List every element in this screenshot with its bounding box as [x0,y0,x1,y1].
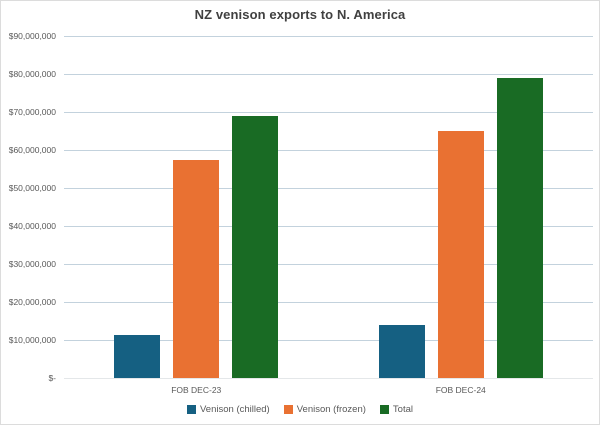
gridline [64,188,593,189]
y-tick-label: $30,000,000 [8,259,56,269]
y-tick-label: $10,000,000 [8,335,56,345]
chart-title: NZ venison exports to N. America [194,7,406,22]
bar-group [329,36,594,378]
gridline [64,302,593,303]
legend-swatch [187,405,196,414]
gridline [64,226,593,227]
bar [496,77,543,378]
plot-area [64,36,594,379]
legend-swatch [283,405,293,414]
gridline [64,36,593,37]
bar [173,159,220,378]
legend-item: Total [379,404,413,415]
legend: Venison (chilled) Venison (frozen) Total [1,404,599,415]
gridline [64,74,593,75]
gridline [64,112,593,113]
legend-label: Venison (frozen) [296,404,366,415]
legend-swatch [379,405,389,414]
gridline [64,264,593,265]
y-tick-label: $- [48,373,56,383]
y-tick-label: $70,000,000 [8,107,56,117]
y-tick-label: $90,000,000 [8,31,56,41]
gridline [64,150,593,151]
bar [378,324,425,378]
bar [114,334,161,378]
gridline [64,340,593,341]
y-tick-label: $80,000,000 [8,69,56,79]
bar [232,116,279,378]
legend-label: Venison (chilled) [200,404,270,415]
legend-label: Total [392,404,413,415]
x-axis-label: FOB DEC-23 [171,385,222,395]
bar [437,131,484,378]
y-tick-label: $50,000,000 [8,183,56,193]
x-axis-label: FOB DEC-24 [435,385,486,395]
y-tick-label: $40,000,000 [8,221,56,231]
legend-item: Venison (chilled) [187,404,270,415]
gridline [64,378,593,379]
y-tick-label: $60,000,000 [8,145,56,155]
bar-group [64,36,329,378]
y-tick-label: $20,000,000 [8,297,56,307]
legend-item: Venison (frozen) [283,404,366,415]
